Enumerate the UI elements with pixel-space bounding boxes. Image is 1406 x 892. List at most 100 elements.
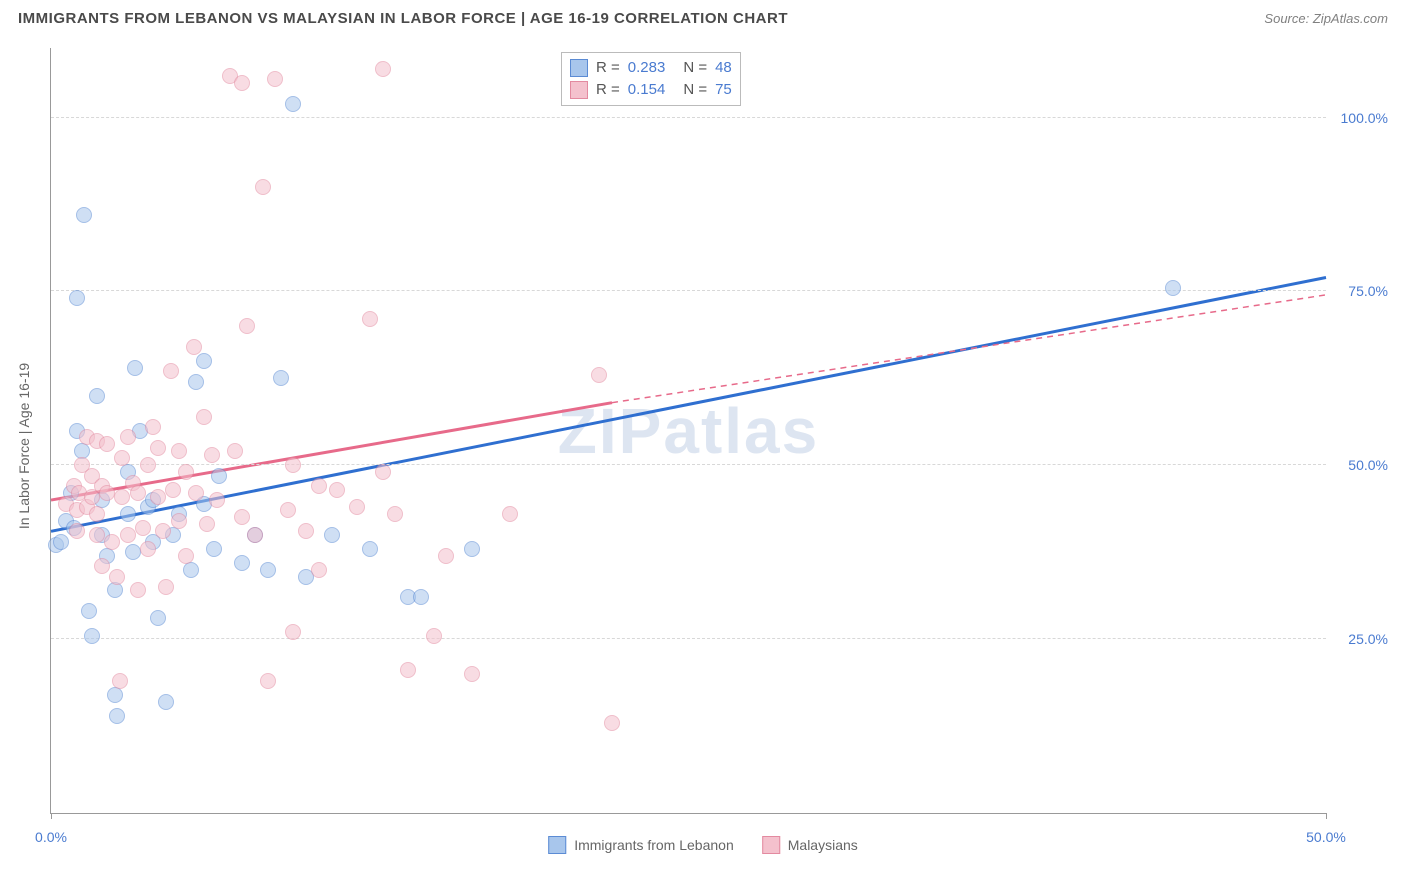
- data-point: [69, 290, 85, 306]
- data-point: [211, 468, 227, 484]
- stat-r-label: R =: [596, 59, 620, 76]
- data-point: [145, 419, 161, 435]
- data-point: [375, 464, 391, 480]
- xtick: [1326, 813, 1327, 819]
- trend-line: [51, 278, 1326, 532]
- stat-r-value: 0.154: [628, 81, 666, 98]
- data-point: [125, 544, 141, 560]
- chart-title: IMMIGRANTS FROM LEBANON VS MALAYSIAN IN …: [18, 10, 788, 27]
- data-point: [171, 443, 187, 459]
- data-point: [239, 318, 255, 334]
- data-point: [329, 482, 345, 498]
- data-point: [114, 489, 130, 505]
- data-point: [285, 624, 301, 640]
- data-point: [99, 436, 115, 452]
- stat-row: R =0.283N =48: [570, 57, 732, 79]
- data-point: [53, 534, 69, 550]
- data-point: [107, 582, 123, 598]
- data-point: [227, 443, 243, 459]
- legend-bottom: Immigrants from Lebanon Malaysians: [548, 836, 858, 854]
- data-point: [604, 715, 620, 731]
- data-point: [150, 610, 166, 626]
- data-point: [69, 523, 85, 539]
- data-point: [267, 71, 283, 87]
- data-point: [234, 509, 250, 525]
- data-point: [109, 708, 125, 724]
- source-label: Source:: [1264, 11, 1309, 26]
- data-point: [311, 478, 327, 494]
- data-point: [285, 96, 301, 112]
- data-point: [130, 582, 146, 598]
- data-point: [109, 569, 125, 585]
- data-point: [89, 388, 105, 404]
- ytick-label: 25.0%: [1348, 631, 1388, 647]
- source-link[interactable]: ZipAtlas.com: [1313, 11, 1388, 26]
- stat-n-label: N =: [683, 81, 707, 98]
- ytick-label: 100.0%: [1341, 110, 1388, 126]
- data-point: [186, 339, 202, 355]
- trend-lines-layer: [51, 48, 1326, 813]
- data-point: [112, 673, 128, 689]
- data-point: [178, 464, 194, 480]
- data-point: [280, 502, 296, 518]
- gridline-h: [51, 464, 1326, 465]
- data-point: [81, 603, 97, 619]
- data-point: [349, 499, 365, 515]
- data-point: [204, 447, 220, 463]
- data-point: [114, 450, 130, 466]
- data-point: [89, 527, 105, 543]
- data-point: [464, 666, 480, 682]
- ytick-label: 50.0%: [1348, 457, 1388, 473]
- data-point: [362, 311, 378, 327]
- data-point: [171, 513, 187, 529]
- data-point: [140, 541, 156, 557]
- data-point: [120, 506, 136, 522]
- legend-swatch: [570, 59, 588, 77]
- data-point: [183, 562, 199, 578]
- data-point: [234, 75, 250, 91]
- watermark-text: ZIPatlas: [558, 394, 819, 468]
- scatter-chart: ZIPatlas R =0.283N =48R =0.154N =75 25.0…: [50, 48, 1326, 814]
- data-point: [209, 492, 225, 508]
- data-point: [130, 485, 146, 501]
- data-point: [591, 367, 607, 383]
- data-point: [127, 360, 143, 376]
- gridline-h: [51, 638, 1326, 639]
- legend-swatch: [762, 836, 780, 854]
- legend-item: Malaysians: [762, 836, 858, 854]
- data-point: [400, 662, 416, 678]
- legend-label: Malaysians: [788, 837, 858, 853]
- stat-row: R =0.154N =75: [570, 79, 732, 101]
- data-point: [188, 485, 204, 501]
- xtick-label: 0.0%: [35, 829, 67, 845]
- data-point: [206, 541, 222, 557]
- data-point: [158, 579, 174, 595]
- data-point: [464, 541, 480, 557]
- data-point: [104, 534, 120, 550]
- legend-item: Immigrants from Lebanon: [548, 836, 734, 854]
- stat-n-label: N =: [683, 59, 707, 76]
- data-point: [163, 363, 179, 379]
- data-point: [324, 527, 340, 543]
- legend-swatch: [570, 81, 588, 99]
- data-point: [165, 482, 181, 498]
- data-point: [234, 555, 250, 571]
- data-point: [89, 506, 105, 522]
- xtick-label: 50.0%: [1306, 829, 1346, 845]
- data-point: [135, 520, 151, 536]
- data-point: [375, 61, 391, 77]
- ytick-label: 75.0%: [1348, 283, 1388, 299]
- gridline-h: [51, 117, 1326, 118]
- data-point: [502, 506, 518, 522]
- data-point: [188, 374, 204, 390]
- data-point: [120, 429, 136, 445]
- trend-line-dash: [612, 295, 1326, 403]
- data-point: [1165, 280, 1181, 296]
- data-point: [311, 562, 327, 578]
- data-point: [99, 485, 115, 501]
- stat-n-value: 75: [715, 81, 732, 98]
- legend-swatch: [548, 836, 566, 854]
- data-point: [362, 541, 378, 557]
- data-point: [438, 548, 454, 564]
- data-point: [426, 628, 442, 644]
